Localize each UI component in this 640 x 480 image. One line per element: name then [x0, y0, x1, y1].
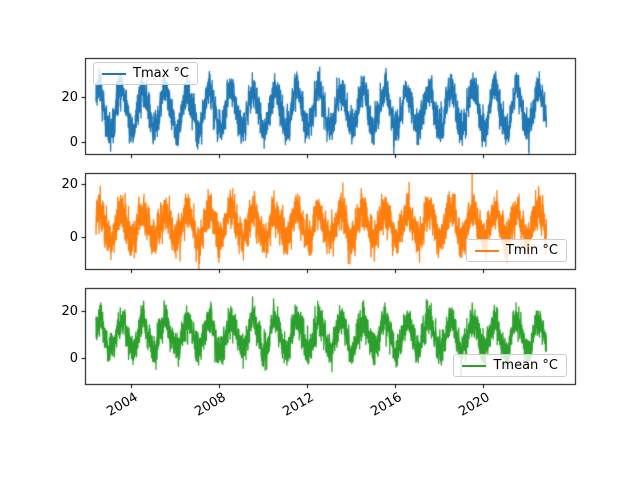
legend-tmin: Tmin °C [465, 239, 567, 262]
y-tick-label: 20 [61, 176, 78, 192]
y-tick-label: 20 [61, 89, 78, 105]
y-tick-label: 0 [69, 350, 78, 366]
legend-tmean: Tmean °C [453, 354, 567, 377]
tmin-line-swatch [474, 249, 499, 252]
y-tick-label: 0 [69, 229, 78, 245]
legend-tmax: Tmax °C [93, 62, 198, 85]
y-tick-label: 0 [69, 134, 78, 150]
tmax-line-swatch [102, 72, 126, 75]
legend-label-tmax: Tmax °C [133, 66, 189, 81]
legend-label-tmin: Tmin °C [505, 243, 558, 258]
tmean-line-swatch [462, 364, 487, 367]
legend-label-tmean: Tmean °C [493, 358, 558, 373]
y-tick-label: 20 [61, 303, 78, 319]
